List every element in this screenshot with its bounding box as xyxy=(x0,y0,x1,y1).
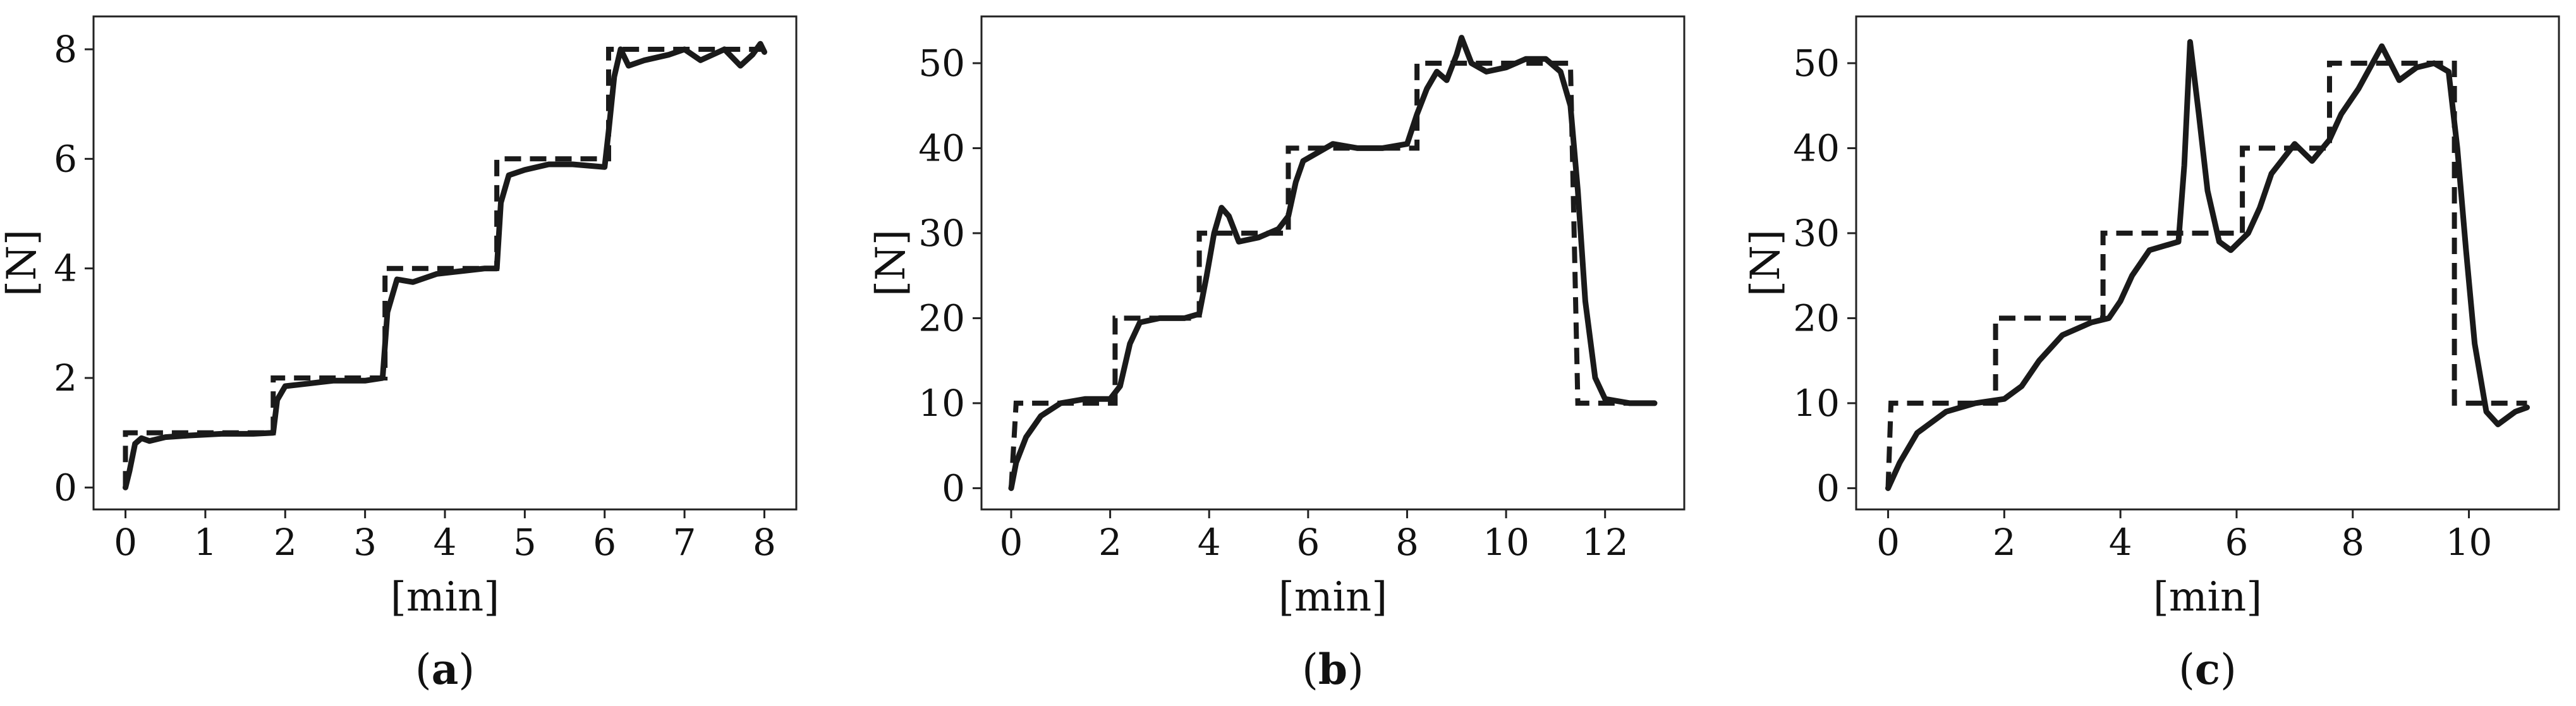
x-tick-label: 7 xyxy=(673,521,696,564)
x-tick-label: 8 xyxy=(1395,521,1419,564)
x-axis-label: [min] xyxy=(391,574,499,621)
x-tick-label: 4 xyxy=(434,521,457,564)
reference-series-line xyxy=(1009,61,1655,489)
reference-series-line xyxy=(123,47,765,488)
y-tick-label: 20 xyxy=(1793,296,1840,339)
plot-frame xyxy=(980,15,1686,511)
y-tick-label: 4 xyxy=(54,247,77,290)
y-axis-label: [N] xyxy=(0,229,46,296)
y-tick-label: 10 xyxy=(1793,382,1840,425)
measured-series-line xyxy=(123,40,767,490)
y-tick-label: 6 xyxy=(54,137,77,180)
reference-series-line xyxy=(1885,61,2527,489)
x-tick-label: 10 xyxy=(1483,521,1529,564)
x-tick-label: 2 xyxy=(1098,521,1122,564)
measured-series-line xyxy=(1885,39,2530,491)
y-tick-label: 0 xyxy=(942,466,965,509)
x-tick-label: 6 xyxy=(1296,521,1320,564)
x-tick-label: 6 xyxy=(593,521,616,564)
x-tick-label: 8 xyxy=(2341,521,2364,564)
y-tick-label: 40 xyxy=(918,126,965,169)
x-tick-label: 5 xyxy=(513,521,537,564)
y-tick-label: 8 xyxy=(54,28,77,71)
y-tick-label: 50 xyxy=(918,42,965,85)
panel-label: (c) xyxy=(2178,645,2237,694)
x-tick-label: 2 xyxy=(1993,521,2016,564)
y-axis-label: [N] xyxy=(1742,229,1789,296)
x-tick-label: 2 xyxy=(274,521,297,564)
panel-label: (b) xyxy=(1302,645,1364,694)
panel-label-letter: c xyxy=(2195,645,2220,694)
y-tick-label: 30 xyxy=(1793,212,1840,255)
y-tick-label: 0 xyxy=(54,466,77,509)
panel-label: (a) xyxy=(415,645,475,694)
plot-frame xyxy=(1855,15,2560,511)
y-tick-label: 30 xyxy=(918,212,965,255)
x-tick-label: 4 xyxy=(1198,521,1221,564)
x-tick-label: 10 xyxy=(2446,521,2493,564)
x-tick-label: 0 xyxy=(1876,521,1900,564)
x-tick-label: 6 xyxy=(2225,521,2248,564)
y-tick-label: 20 xyxy=(918,296,965,339)
x-axis-label: [min] xyxy=(1279,574,1387,621)
y-axis-label: [N] xyxy=(868,229,914,296)
x-tick-label: 3 xyxy=(353,521,377,564)
x-tick-label: 0 xyxy=(114,521,137,564)
x-tick-label: 12 xyxy=(1582,521,1629,564)
chart-panel-a: 0 1 2 3 4 5 6 7 8 0 2 4 6 8 [min] [N] (a) xyxy=(0,15,798,694)
chart-panel-c: 0 2 4 6 8 10 0 10 20 30 40 50 [min] [N] (c) xyxy=(1742,15,2560,694)
y-tick-label: 2 xyxy=(54,356,77,399)
y-tick-label: 0 xyxy=(1816,466,1840,509)
x-axis-label: [min] xyxy=(2153,574,2262,621)
x-tick-label: 1 xyxy=(193,521,217,564)
chart-panel-b: 0 2 4 6 8 10 12 0 10 20 30 40 50 [min] [N] (b) xyxy=(868,15,1686,694)
panel-label-letter: b xyxy=(1318,645,1347,694)
x-tick-label: 0 xyxy=(1000,521,1023,564)
y-tick-label: 10 xyxy=(918,382,965,425)
measured-series-line xyxy=(1008,35,1658,491)
y-tick-label: 50 xyxy=(1793,42,1840,85)
x-tick-label: 8 xyxy=(753,521,776,564)
y-tick-label: 40 xyxy=(1793,126,1840,169)
x-tick-label: 4 xyxy=(2109,521,2132,564)
panel-label-letter: a xyxy=(432,645,459,694)
